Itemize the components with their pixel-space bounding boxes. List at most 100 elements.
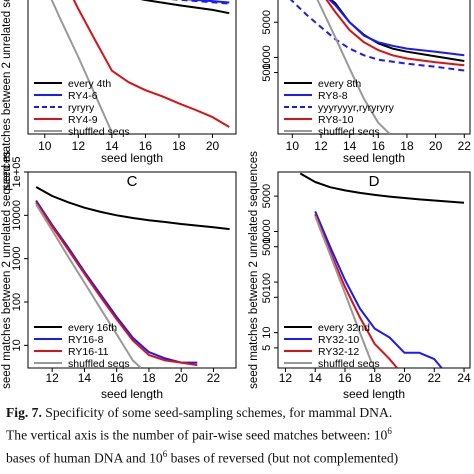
x-tick-label: 16 — [338, 371, 352, 385]
series-line-2 — [289, 0, 465, 72]
x-tick-label: 20 — [174, 371, 188, 385]
x-tick-label: 14 — [78, 371, 92, 385]
x-tick-label: 20 — [398, 371, 412, 385]
series-line-0 — [140, 0, 230, 15]
panel-letter: C — [127, 173, 138, 190]
caption-line-1-text: Specificity of some seed-sampling scheme… — [45, 405, 393, 420]
y-tick-label: 100 — [261, 273, 273, 291]
legend-label: RY8-8 — [318, 90, 348, 102]
x-tick-label: 14 — [343, 139, 357, 153]
caption-line-3-tail: bases of reversed (but not complemented) — [167, 450, 399, 466]
y-tick-label: 100 — [11, 293, 23, 311]
figure-canvas: 10 12 14 16 18 20 seed length seed matches betw… — [1, 0, 471, 400]
x-tick-label: 18 — [142, 371, 156, 385]
legend-label: shuffled seqs — [68, 358, 130, 370]
caption-line-3-sup: 6 — [162, 448, 168, 459]
caption-line-2: The vertical axis is the number of pair-… — [6, 422, 468, 445]
y-tick-label: 5000 — [261, 10, 273, 34]
legend-label: RY4-9 — [68, 114, 98, 126]
y-tick-label: 1000 — [11, 246, 23, 270]
x-tick-label: 20 — [206, 139, 220, 153]
x-tick-label: 18 — [400, 139, 414, 153]
legend-label: shuffled seqs — [68, 126, 130, 138]
series-line-0 — [35, 186, 230, 231]
x-tick-label: 14 — [105, 139, 119, 153]
y-tick-label: 10 — [11, 339, 23, 351]
legend-label: RY32-10 — [318, 334, 359, 346]
series-line-2 — [314, 213, 398, 368]
x-tick-label: 22 — [458, 139, 472, 153]
legend-label: RY16-11 — [68, 346, 109, 358]
caption-line-2-sup: 6 — [387, 426, 392, 436]
x-tick-label: 10 — [38, 139, 52, 153]
legend-label: shuffled seqs — [318, 358, 380, 370]
series-line-1 — [328, 0, 465, 57]
legend-label: every 16th — [68, 322, 117, 334]
series-line-1 — [183, 0, 230, 4]
x-tick-label: 24 — [457, 371, 471, 385]
y-tick-label: 1000 — [261, 45, 273, 69]
caption-line-3-text: bases of human DNA and 10 — [6, 450, 163, 466]
x-tick-label: 16 — [110, 371, 124, 385]
caption-label: Fig. 7. — [6, 405, 42, 420]
series-line-3 — [35, 203, 142, 368]
legend-label: every 8th — [318, 78, 361, 90]
series-line-3 — [325, 0, 465, 67]
y-tick-label: 5 — [261, 345, 273, 351]
caption-line-1: Fig. 7. Specificity of some seed-samplin… — [6, 404, 468, 422]
figure-caption: Fig. 7. Specificity of some seed-samplin… — [6, 404, 468, 467]
y-axis-label: seed matches between 2 unrelated sequenc… — [248, 151, 260, 389]
x-tick-label: 14 — [309, 371, 323, 385]
plot-frame — [27, 171, 237, 369]
series-line-3 — [314, 215, 373, 364]
series-line-1 — [314, 211, 443, 368]
caption-line-2-text: The vertical axis is the number of pair-… — [6, 427, 388, 443]
x-tick-label: 20 — [429, 139, 443, 153]
y-tick-label: 10000 — [11, 200, 23, 231]
plot-frame — [277, 171, 471, 369]
series-line-2 — [35, 201, 198, 367]
x-axis-label: seed length — [101, 387, 163, 400]
y-tick-label: 10 — [261, 327, 273, 339]
x-tick-label: 22 — [207, 371, 221, 385]
x-tick-label: 12 — [279, 371, 293, 385]
y-tick-label: 500 — [261, 63, 273, 81]
panel-a: 10 12 14 16 18 20 seed length seed matches betw… — [1, 0, 237, 190]
x-tick-label: 18 — [172, 139, 186, 153]
legend-label: RY16-8 — [68, 334, 104, 346]
y-tick-label: 1e+05 — [11, 157, 23, 188]
panel-letter: D — [369, 173, 380, 190]
x-tick-label: 12 — [314, 139, 328, 153]
series-line-1 — [35, 199, 198, 364]
legend-label: every 32nd — [318, 322, 370, 334]
panel-c: 12 14 16 18 20 22 10 100 1000 10000 1e+05 seed leng… — [1, 151, 237, 400]
x-tick-label: 18 — [368, 371, 382, 385]
legend: every 8thRY8-8yyyryyyr,ryryryryRY8-10shu… — [284, 78, 395, 138]
y-axis-label: seed matches between 2 unrelated sequenc… — [1, 0, 13, 190]
x-tick-label: 16 — [139, 139, 153, 153]
x-tick-label: 12 — [46, 371, 60, 385]
series-line-0 — [299, 172, 465, 204]
caption-line-3: bases of human DNA and 106 bases of reve… — [6, 445, 468, 468]
x-tick-label: 22 — [428, 371, 442, 385]
legend-label: yyyryyyr,ryryryry — [318, 102, 395, 114]
series-line-4 — [316, 0, 391, 134]
legend-label: RY32-12 — [318, 346, 359, 358]
y-tick-label: 1000 — [261, 219, 273, 243]
plot-frame — [27, 0, 237, 135]
x-tick-label: 16 — [372, 139, 386, 153]
x-axis-label: seed length — [101, 151, 163, 165]
x-tick-label: 12 — [72, 139, 86, 153]
legend-label: every 4th — [68, 78, 111, 90]
series-line-4 — [50, 0, 113, 133]
y-tick-label: 5000 — [261, 184, 273, 208]
y-axis-label: seed matches between 2 unrelated sequenc… — [1, 151, 13, 389]
x-tick-label: 10 — [286, 139, 300, 153]
legend-label: RY8-10 — [318, 114, 354, 126]
legend-label: shuffled seqs — [318, 126, 380, 138]
x-axis-label: seed length — [343, 151, 405, 165]
